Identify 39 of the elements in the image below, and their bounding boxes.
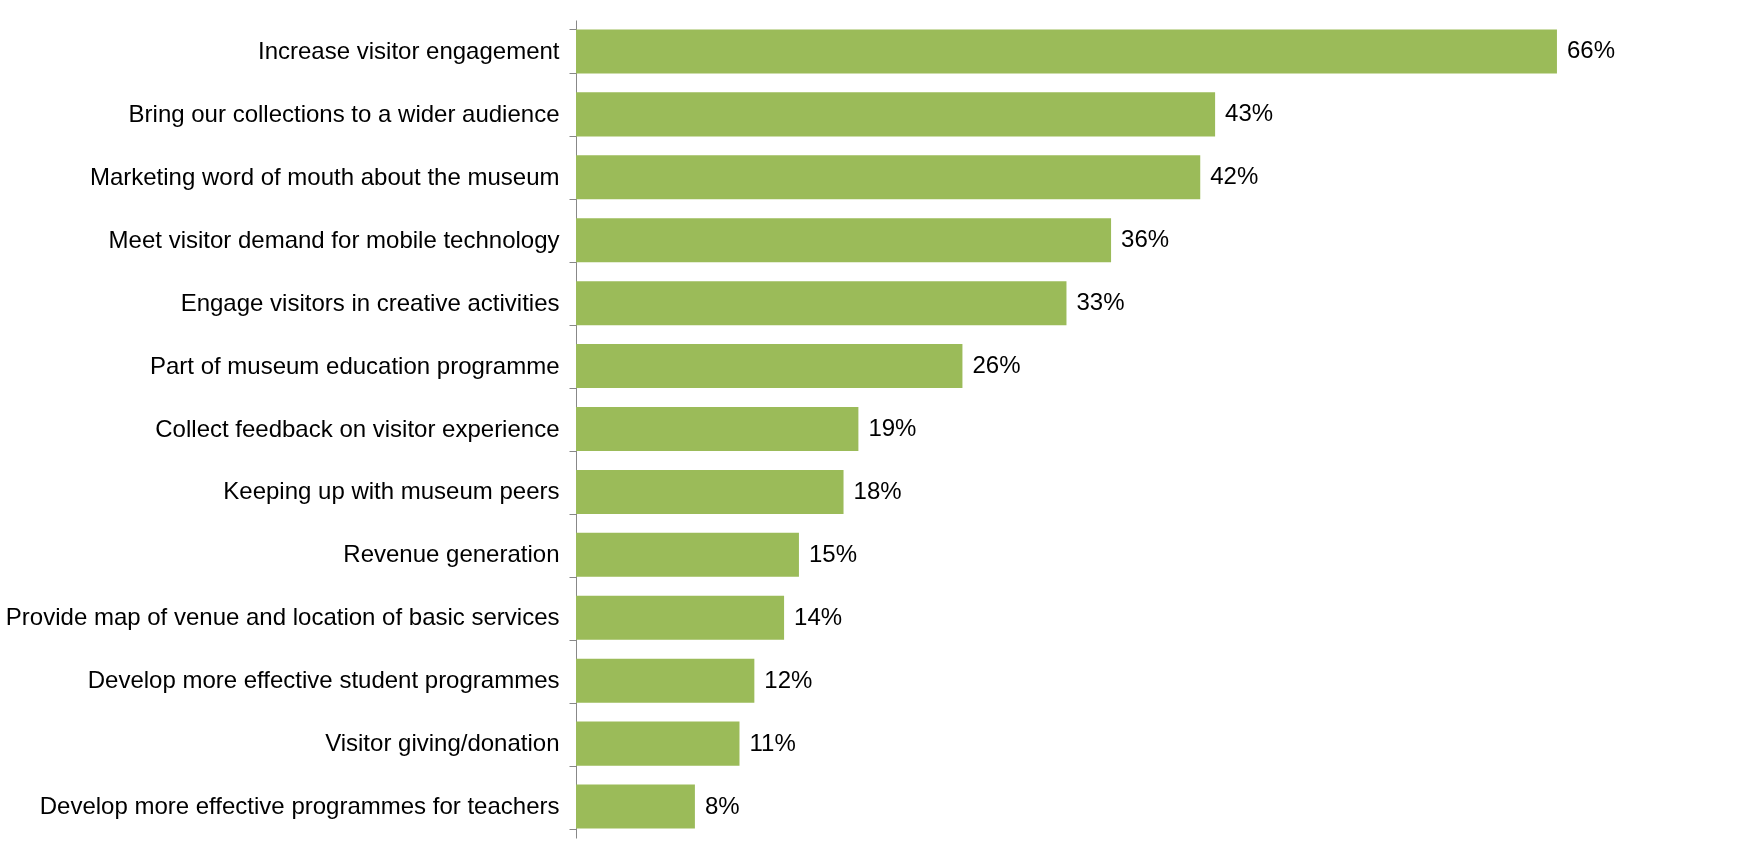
data-label: 18% [853,476,902,504]
data-label: 42% [1210,162,1259,190]
data-label: 14% [794,602,843,630]
bar [576,92,1216,137]
bar [576,218,1112,263]
y-tick-label: Increase visitor engagement [258,36,560,64]
data-label: 26% [972,351,1021,379]
bar [576,469,844,514]
y-tick-label: Engage visitors in creative activities [180,288,560,316]
bar [576,29,1557,74]
bar [576,532,799,577]
data-label: 15% [808,539,857,567]
bar [576,155,1201,200]
y-tick-label: Develop more effective programmes for teachers [39,792,560,820]
data-label: 19% [868,414,917,441]
y-tick-label: Meet visitor demand for mobile technology [108,225,560,253]
bar [576,595,785,640]
bar [576,406,859,452]
y-tick-label: Part of museum education programme [149,351,560,379]
data-label: 12% [764,665,813,693]
data-label: 36% [1121,225,1170,253]
y-tick-label: Develop more effective student programmes [87,666,560,694]
data-label: 66% [1566,36,1615,64]
data-label: 43% [1225,99,1274,127]
y-tick-label: Revenue generation [343,540,560,568]
data-label: 11% [749,728,796,756]
data-label: 8% [704,791,740,819]
bar [576,281,1067,326]
bar [576,721,740,766]
y-tick-label: Provide map of venue and location of basic services [5,603,560,631]
y-tick-label: Marketing word of mouth about the museum [89,162,560,190]
y-tick-label: Visitor giving/donation [325,729,560,757]
bar [576,344,963,389]
y-tick-label: Bring our collections to a wider audience [128,99,560,127]
data-label: 33% [1076,288,1125,316]
bar [576,658,755,703]
bar [576,784,695,829]
y-tick-label: Keeping up with museum peers [223,477,560,505]
y-tick-label: Collect feedback on visitor experience [155,414,560,442]
